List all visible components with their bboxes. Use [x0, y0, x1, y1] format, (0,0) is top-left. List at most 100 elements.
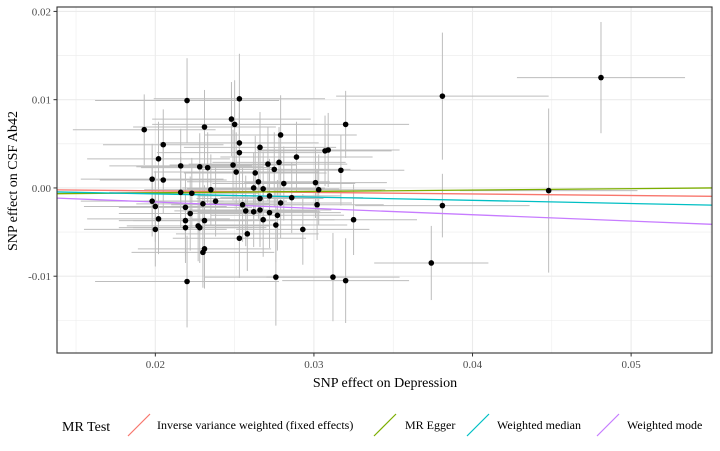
- data-point-34: [280, 180, 287, 187]
- data-point-63: [350, 216, 357, 223]
- data-point-35: [312, 179, 319, 186]
- legend: MR Test Inverse variance weighted (fixed…: [62, 413, 702, 437]
- fit-line-1: [56, 187, 713, 195]
- legend-entry-weighted-mode: Weighted mode: [596, 413, 702, 437]
- x-axis-title: SNP effect on Depression: [313, 376, 457, 391]
- data-point-0: [598, 74, 604, 81]
- data-point-49: [277, 200, 284, 206]
- data-point-14: [236, 140, 243, 146]
- data-point-65: [196, 224, 203, 231]
- data-point-52: [182, 204, 189, 211]
- data-point-57: [274, 212, 281, 219]
- data-point-76: [342, 277, 349, 284]
- data-point-47: [239, 201, 246, 208]
- data-point-46: [212, 198, 219, 204]
- legend-key-ivw: [127, 413, 151, 437]
- data-point-29: [233, 169, 240, 175]
- data-point-9: [231, 121, 238, 128]
- data-point-27: [271, 166, 278, 173]
- data-point-62: [260, 216, 266, 223]
- data-point-77: [184, 278, 190, 285]
- legend-label-mr-egger: MR Egger: [405, 418, 455, 432]
- x-tick-label-2: 0.04: [463, 359, 483, 371]
- legend-key-weighted-mode: [596, 413, 620, 437]
- legend-label-weighted-mode: Weighted mode: [627, 418, 702, 432]
- y-tick-label-0: -0.01: [28, 271, 51, 283]
- data-point-6: [236, 95, 243, 102]
- data-point-48: [257, 195, 263, 202]
- grid-lines: [57, 7, 712, 353]
- data-point-42: [266, 193, 273, 199]
- data-point-61: [201, 217, 208, 224]
- data-point-69: [182, 224, 189, 231]
- data-point-58: [187, 210, 194, 217]
- fit-lines: [56, 187, 713, 225]
- data-point-10: [201, 124, 208, 130]
- x-tick-label-3: 0.05: [621, 359, 641, 371]
- legend-label-weighted-median: Weighted median: [497, 418, 581, 432]
- data-point-66: [273, 222, 279, 228]
- data-point-18: [236, 149, 243, 156]
- y-tick-label-3: 0.02: [32, 6, 51, 18]
- fit-line-3: [56, 197, 713, 225]
- data-point-5: [184, 97, 190, 104]
- data-point-53: [242, 208, 249, 214]
- data-point-23: [177, 163, 184, 169]
- data-point-11: [342, 121, 349, 128]
- data-point-74: [273, 274, 279, 280]
- data-point-54: [250, 208, 257, 215]
- data-points: [141, 74, 604, 285]
- data-point-21: [265, 161, 271, 167]
- data-point-2: [439, 93, 446, 99]
- panel-border: [56, 6, 713, 354]
- data-point-13: [160, 141, 167, 148]
- data-point-40: [177, 189, 184, 196]
- data-point-32: [160, 177, 167, 183]
- legend-label-ivw: Inverse variance weighted (fixed effects…: [157, 418, 353, 432]
- data-point-17: [325, 147, 331, 153]
- legend-key-weighted-median: [466, 413, 490, 437]
- data-point-7: [141, 126, 148, 133]
- plot-border: [56, 6, 713, 354]
- legend-entry-weighted-median: Weighted median: [466, 413, 581, 437]
- data-point-19: [293, 154, 300, 160]
- legend-title: MR Test: [62, 420, 110, 435]
- data-point-60: [182, 217, 189, 224]
- data-point-4: [428, 260, 435, 266]
- data-point-25: [204, 164, 211, 171]
- x-tick-label-1: 0.03: [304, 359, 324, 371]
- data-point-28: [338, 167, 344, 174]
- data-point-41: [189, 190, 195, 197]
- data-point-44: [149, 198, 155, 204]
- data-point-30: [252, 170, 259, 176]
- data-point-43: [288, 194, 295, 201]
- data-point-67: [300, 226, 306, 233]
- data-point-70: [244, 231, 251, 237]
- x-tick-label-0: 0.02: [146, 359, 165, 371]
- legend-entry-mr-egger: MR Egger: [373, 413, 455, 437]
- data-point-3: [439, 202, 446, 209]
- data-point-37: [250, 185, 257, 191]
- data-point-36: [208, 186, 214, 193]
- data-point-22: [276, 159, 282, 166]
- data-point-59: [155, 216, 162, 222]
- data-point-50: [314, 201, 320, 208]
- data-point-1: [545, 187, 552, 194]
- data-point-24: [196, 163, 203, 170]
- x-axis: 0.02 0.03 0.04 0.05: [146, 353, 641, 371]
- data-point-12: [277, 132, 284, 138]
- data-point-71: [236, 235, 243, 242]
- legend-key-mr-egger: [373, 413, 397, 437]
- legend-entry-ivw: Inverse variance weighted (fixed effects…: [127, 413, 353, 437]
- data-point-20: [155, 156, 162, 162]
- data-point-38: [260, 186, 266, 192]
- data-point-45: [200, 201, 206, 207]
- data-point-75: [330, 274, 336, 280]
- data-point-31: [149, 176, 155, 182]
- y-tick-label-2: 0.01: [32, 95, 51, 107]
- y-tick-label-1: 0.00: [32, 183, 52, 195]
- data-point-56: [266, 209, 273, 216]
- data-point-8: [228, 116, 235, 122]
- data-point-73: [200, 249, 206, 256]
- data-point-39: [315, 186, 322, 193]
